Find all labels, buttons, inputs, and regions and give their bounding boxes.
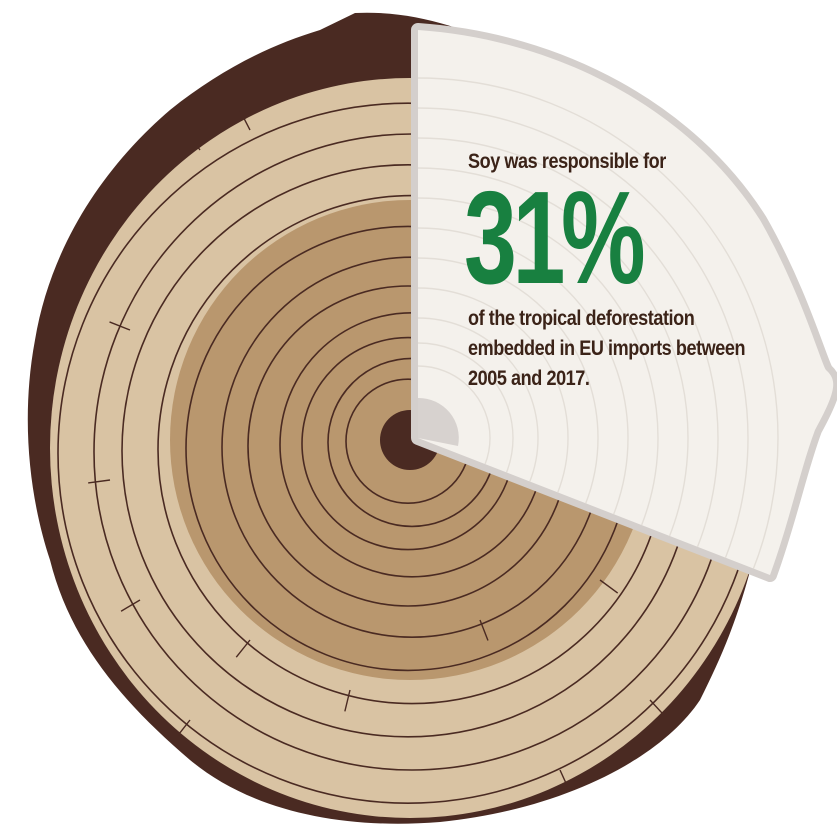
wood-crack [109, 321, 131, 331]
slice-ring [418, 137, 719, 575]
pie-slice-31-percent [411, 23, 837, 582]
wood-crack [559, 769, 570, 791]
slice-ring [418, 257, 599, 575]
slice-ring [418, 227, 629, 575]
caption-body: of the tropical deforestation embedded i… [468, 304, 760, 394]
slice-ring [418, 317, 539, 559]
slice-ring [418, 167, 689, 575]
caption-line-3: 2005 and 2017. [468, 367, 590, 390]
wood-crack [599, 579, 619, 594]
caption-lead-text: Soy was responsible for [468, 150, 666, 173]
wood-crack [186, 131, 201, 151]
slice-ring [418, 342, 514, 534]
caption-line-2: embedded in EU imports between [468, 337, 746, 360]
wood-crack [120, 599, 141, 612]
wood-crack [235, 639, 251, 658]
wood-crack [479, 619, 489, 641]
slice-ring [418, 365, 491, 511]
wood-crack [344, 689, 351, 712]
slice-pith-highlight [418, 397, 459, 446]
infographic-caption: Soy was responsible for 31% of the tropi… [464, 150, 808, 394]
caption-line-1: of the tropical deforestation [468, 307, 695, 330]
wood-crack [175, 719, 191, 738]
slice-ring [418, 107, 749, 575]
slice-ring [418, 197, 659, 575]
wood-crack [239, 110, 251, 131]
slice-ring [418, 287, 569, 575]
stat-percentage: 31% [464, 164, 646, 311]
wood-crack [649, 699, 666, 717]
wood-crack [88, 479, 111, 484]
slice-ring [418, 77, 779, 575]
